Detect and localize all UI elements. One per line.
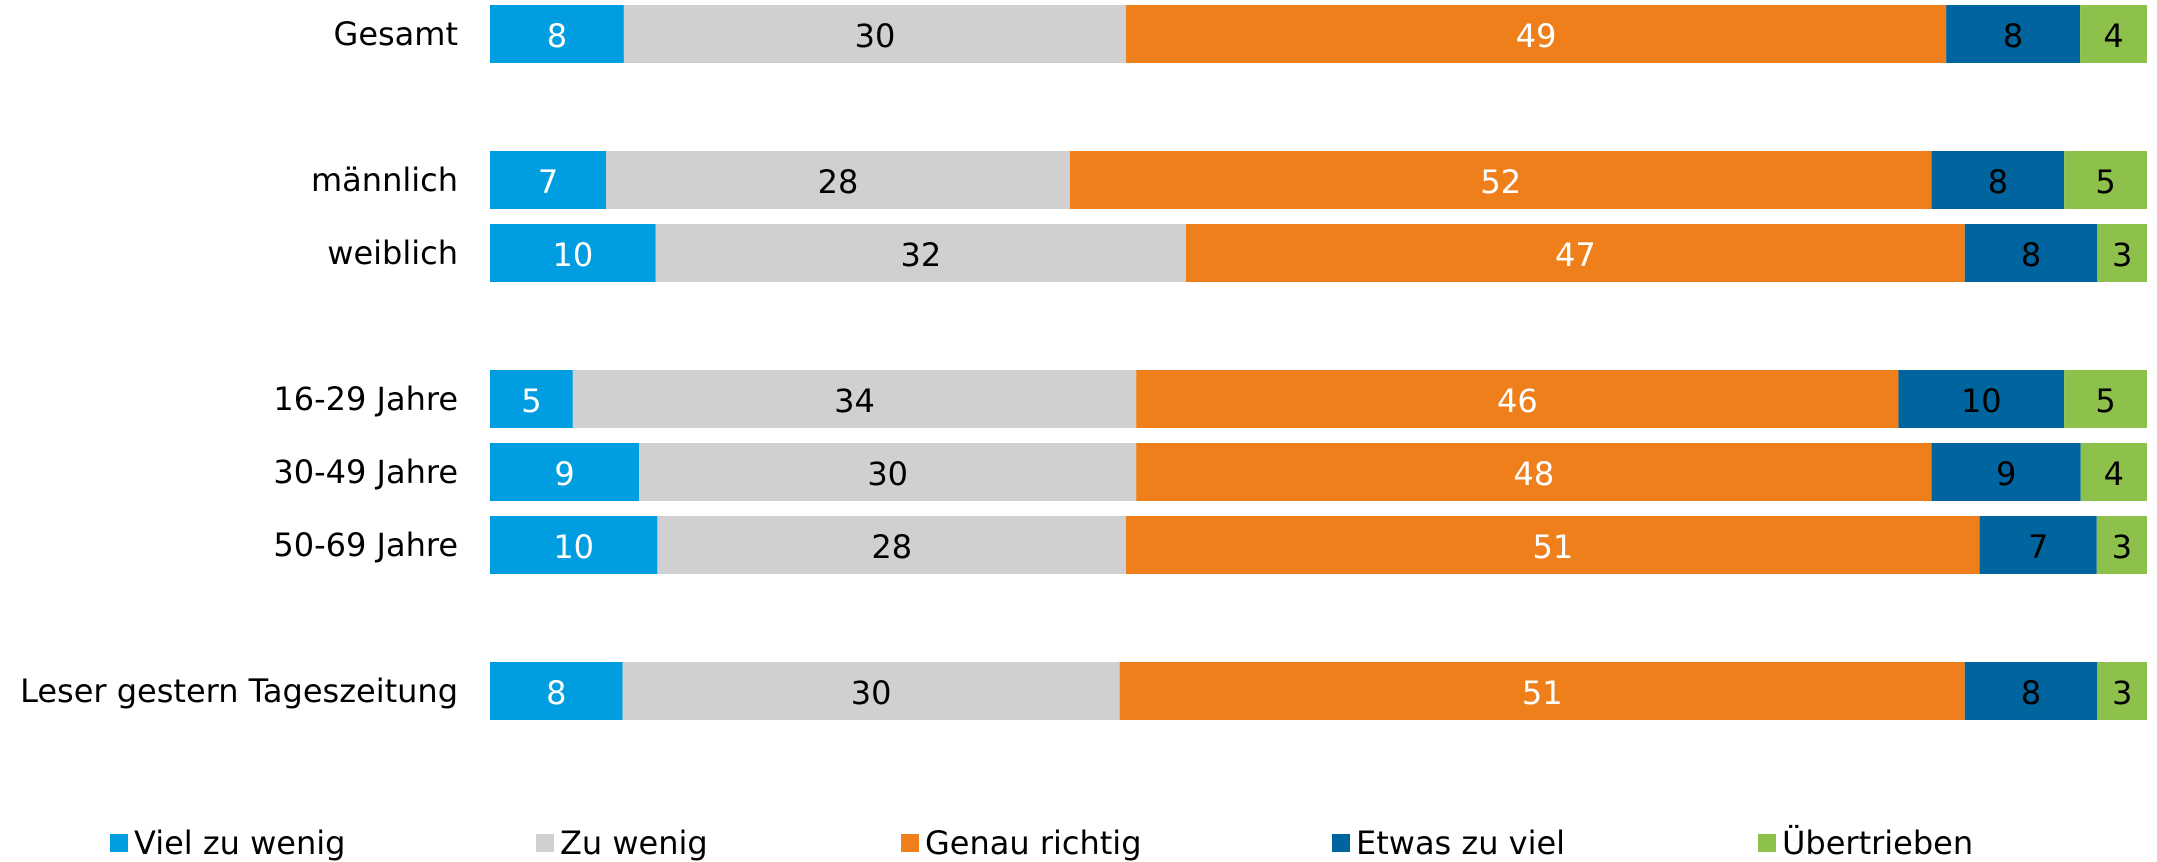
bar-segment <box>1898 370 2065 428</box>
value-label: 3 <box>2112 528 2132 566</box>
category-label: Gesamt <box>334 15 458 53</box>
bar-segment <box>655 224 1186 282</box>
value-label: 7 <box>2028 528 2048 566</box>
value-label: 10 <box>552 236 593 274</box>
value-label: 9 <box>554 455 574 493</box>
legend-swatch <box>1758 834 1776 852</box>
legend-swatch <box>1332 834 1350 852</box>
bar-segment <box>1136 370 1899 428</box>
legend-label: Übertrieben <box>1782 824 1973 862</box>
bar-segment <box>2080 5 2147 63</box>
value-label: 8 <box>2021 236 2041 274</box>
value-label: 9 <box>1996 455 2016 493</box>
bar-segment <box>657 516 1127 574</box>
bar-segment <box>1946 5 2081 63</box>
bar-segment <box>2097 662 2147 720</box>
bar-segment <box>490 224 656 282</box>
bar-segment <box>2080 443 2147 501</box>
category-label: männlich <box>311 161 458 199</box>
value-label: 46 <box>1497 382 1538 420</box>
bar-segment <box>1979 516 2097 574</box>
legend-swatch <box>110 834 128 852</box>
value-label: 8 <box>2021 674 2041 712</box>
value-label: 5 <box>521 382 541 420</box>
value-label: 3 <box>2112 674 2132 712</box>
legend-label: Zu wenig <box>560 824 708 862</box>
value-label: 10 <box>553 528 594 566</box>
value-label: 7 <box>538 163 558 201</box>
value-label: 8 <box>2003 17 2023 55</box>
legend-swatch <box>901 834 919 852</box>
value-label: 5 <box>2095 382 2115 420</box>
value-label: 34 <box>834 382 875 420</box>
bar-segment <box>1185 224 1965 282</box>
value-label: 8 <box>546 674 566 712</box>
value-label: 48 <box>1514 455 1555 493</box>
bar-segment <box>1126 5 1947 63</box>
value-label: 10 <box>1961 382 2002 420</box>
bar-segment <box>2064 151 2147 209</box>
bar-segment <box>1964 224 2098 282</box>
bar-segment <box>490 370 573 428</box>
bar-segment <box>605 151 1070 209</box>
bar-segment <box>1136 443 1932 501</box>
bar-segment <box>490 516 658 574</box>
bar-segment <box>639 443 1137 501</box>
value-label: 52 <box>1480 163 1521 201</box>
legend-label: Etwas zu viel <box>1356 824 1565 862</box>
bar-segment <box>1931 151 2065 209</box>
legend-swatch <box>536 834 554 852</box>
category-label: 16-29 Jahre <box>273 380 458 418</box>
bar-segment <box>1126 516 1980 574</box>
value-label: 47 <box>1555 236 1596 274</box>
legend-label: Viel zu wenig <box>134 824 345 862</box>
bar-segment <box>622 662 1120 720</box>
value-label: 30 <box>855 17 896 55</box>
category-label: Leser gestern Tageszeitung <box>20 672 458 710</box>
bar-segment <box>490 662 623 720</box>
bar-segment <box>572 370 1137 428</box>
value-label: 28 <box>871 528 912 566</box>
category-label: 30-49 Jahre <box>273 453 458 491</box>
bar-segment <box>1069 151 1932 209</box>
bar-segment <box>623 5 1127 63</box>
bar-segment <box>1931 443 2081 501</box>
value-label: 30 <box>851 674 892 712</box>
bar-segment <box>2097 224 2147 282</box>
value-label: 49 <box>1516 17 1557 55</box>
value-label: 28 <box>818 163 859 201</box>
bar-segment <box>490 5 624 63</box>
value-label: 4 <box>2103 17 2123 55</box>
value-label: 3 <box>2112 236 2132 274</box>
value-label: 4 <box>2104 455 2124 493</box>
value-label: 8 <box>547 17 567 55</box>
category-label: weiblich <box>327 234 458 272</box>
category-label: 50-69 Jahre <box>273 526 458 564</box>
value-label: 51 <box>1522 674 1563 712</box>
value-label: 32 <box>900 236 941 274</box>
value-label: 8 <box>1988 163 2008 201</box>
bar-segment <box>490 151 606 209</box>
value-label: 51 <box>1532 528 1573 566</box>
bar-segment <box>1964 662 2098 720</box>
bar-segment <box>2064 370 2147 428</box>
value-label: 5 <box>2095 163 2115 201</box>
bar-segment <box>2096 516 2147 574</box>
bar-segment <box>1119 662 1965 720</box>
value-label: 30 <box>867 455 908 493</box>
legend-label: Genau richtig <box>925 824 1142 862</box>
bar-segment <box>490 443 640 501</box>
